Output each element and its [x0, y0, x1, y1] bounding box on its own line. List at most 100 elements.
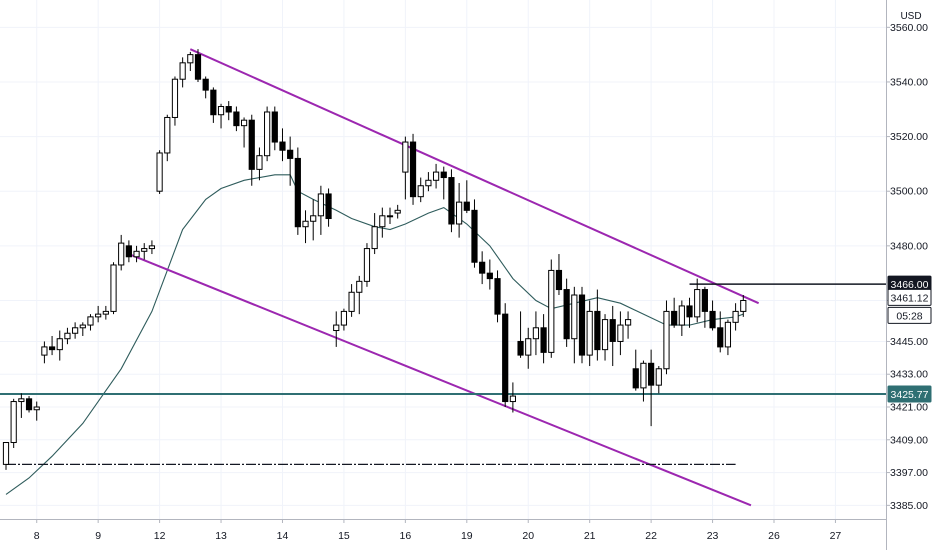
candle-body-down — [540, 327, 547, 353]
time-tick-label: 20 — [522, 530, 534, 542]
candle-body-down — [709, 310, 716, 329]
candle-body-up — [64, 332, 71, 340]
candle-body-up — [394, 209, 401, 214]
candle-body-up — [425, 179, 432, 187]
candles-layer — [2, 49, 747, 470]
candle — [202, 76, 209, 99]
currency-label: USD — [900, 11, 921, 22]
candle — [517, 311, 524, 358]
candle — [79, 322, 86, 336]
candle-body-up — [601, 319, 609, 351]
candle — [256, 147, 263, 181]
price-tick-label: 3385.00 — [890, 500, 928, 512]
candle — [179, 57, 186, 88]
candle-body-up — [732, 310, 739, 323]
candle — [540, 314, 547, 364]
candle — [548, 259, 555, 358]
candle-body-up — [302, 220, 309, 228]
candle — [463, 180, 470, 214]
candle-body-down — [609, 319, 616, 342]
candle-body-down — [225, 106, 232, 113]
candle — [502, 303, 509, 408]
candle — [294, 147, 301, 235]
candle-body-down — [555, 269, 563, 291]
candle — [217, 103, 225, 129]
candle — [371, 213, 378, 255]
candle — [555, 254, 563, 296]
candle — [694, 278, 701, 323]
time-tick-label: 12 — [154, 530, 166, 542]
candle-body-down — [471, 209, 478, 263]
candle-body-down — [48, 346, 56, 351]
candle-body-up — [694, 289, 701, 318]
candle — [133, 245, 140, 263]
candle — [440, 166, 447, 200]
candle — [571, 286, 578, 364]
candle-body-down — [502, 313, 509, 403]
candle-body-down — [632, 368, 639, 389]
candle-body-up — [179, 62, 186, 80]
candle-body-up — [2, 442, 10, 465]
candle-body-down — [517, 340, 524, 356]
candle-body-up — [87, 316, 94, 326]
candle-body-up — [456, 201, 463, 225]
candle-body-up — [18, 398, 25, 403]
candle-body-up — [310, 215, 317, 222]
candle-body-up — [333, 324, 340, 332]
candle — [594, 289, 601, 361]
candle — [348, 284, 355, 317]
candle — [279, 128, 286, 162]
drawing-tools-layer — [0, 48, 886, 507]
candle-body-down — [125, 245, 132, 258]
time-tick-label: 13 — [215, 530, 227, 542]
price-label-text: 3466.00 — [891, 279, 929, 291]
candle — [617, 311, 624, 356]
candle — [740, 295, 747, 317]
candle-body-up — [41, 346, 48, 356]
candle — [648, 349, 655, 427]
candle-body-down — [325, 193, 332, 220]
time-tick-label: 21 — [584, 530, 596, 542]
candle-body-down — [578, 294, 586, 356]
candle — [701, 286, 708, 328]
candle-body-up — [79, 324, 86, 329]
candle-body-up — [102, 310, 109, 315]
time-tick-label: 16 — [400, 530, 412, 542]
candle-body-up — [56, 338, 63, 351]
candle — [494, 270, 501, 323]
candle-body-up — [571, 294, 578, 340]
candle-body-up — [363, 248, 371, 282]
candle — [210, 87, 217, 123]
candle — [240, 117, 248, 148]
price-tick-label: 3540.00 — [890, 76, 928, 88]
candle-body-down — [294, 157, 301, 228]
candle-body-down — [25, 398, 33, 411]
price-label-text: 05:28 — [896, 310, 922, 322]
candle — [164, 114, 171, 162]
candle-body-up — [118, 242, 125, 266]
price-tick-label: 3500.00 — [890, 186, 928, 198]
candle-body-up — [371, 226, 378, 250]
candle-body-down — [479, 261, 486, 274]
candle-body-down — [648, 362, 655, 386]
price-label-box — [887, 385, 932, 403]
candle — [448, 169, 455, 233]
candle — [118, 234, 125, 271]
candle-body-up — [532, 327, 540, 340]
candle — [578, 286, 586, 364]
price-tick-label: 3480.00 — [890, 240, 928, 252]
candle-body-up — [164, 116, 171, 154]
candle — [386, 207, 394, 224]
candle — [655, 366, 662, 394]
candle — [333, 311, 340, 347]
candle-body-down — [440, 171, 447, 179]
candle-body-up — [141, 248, 148, 252]
candle — [340, 308, 348, 331]
candle — [41, 341, 48, 364]
candle — [686, 297, 693, 328]
candle-body-up — [386, 215, 394, 218]
candle — [56, 330, 63, 361]
